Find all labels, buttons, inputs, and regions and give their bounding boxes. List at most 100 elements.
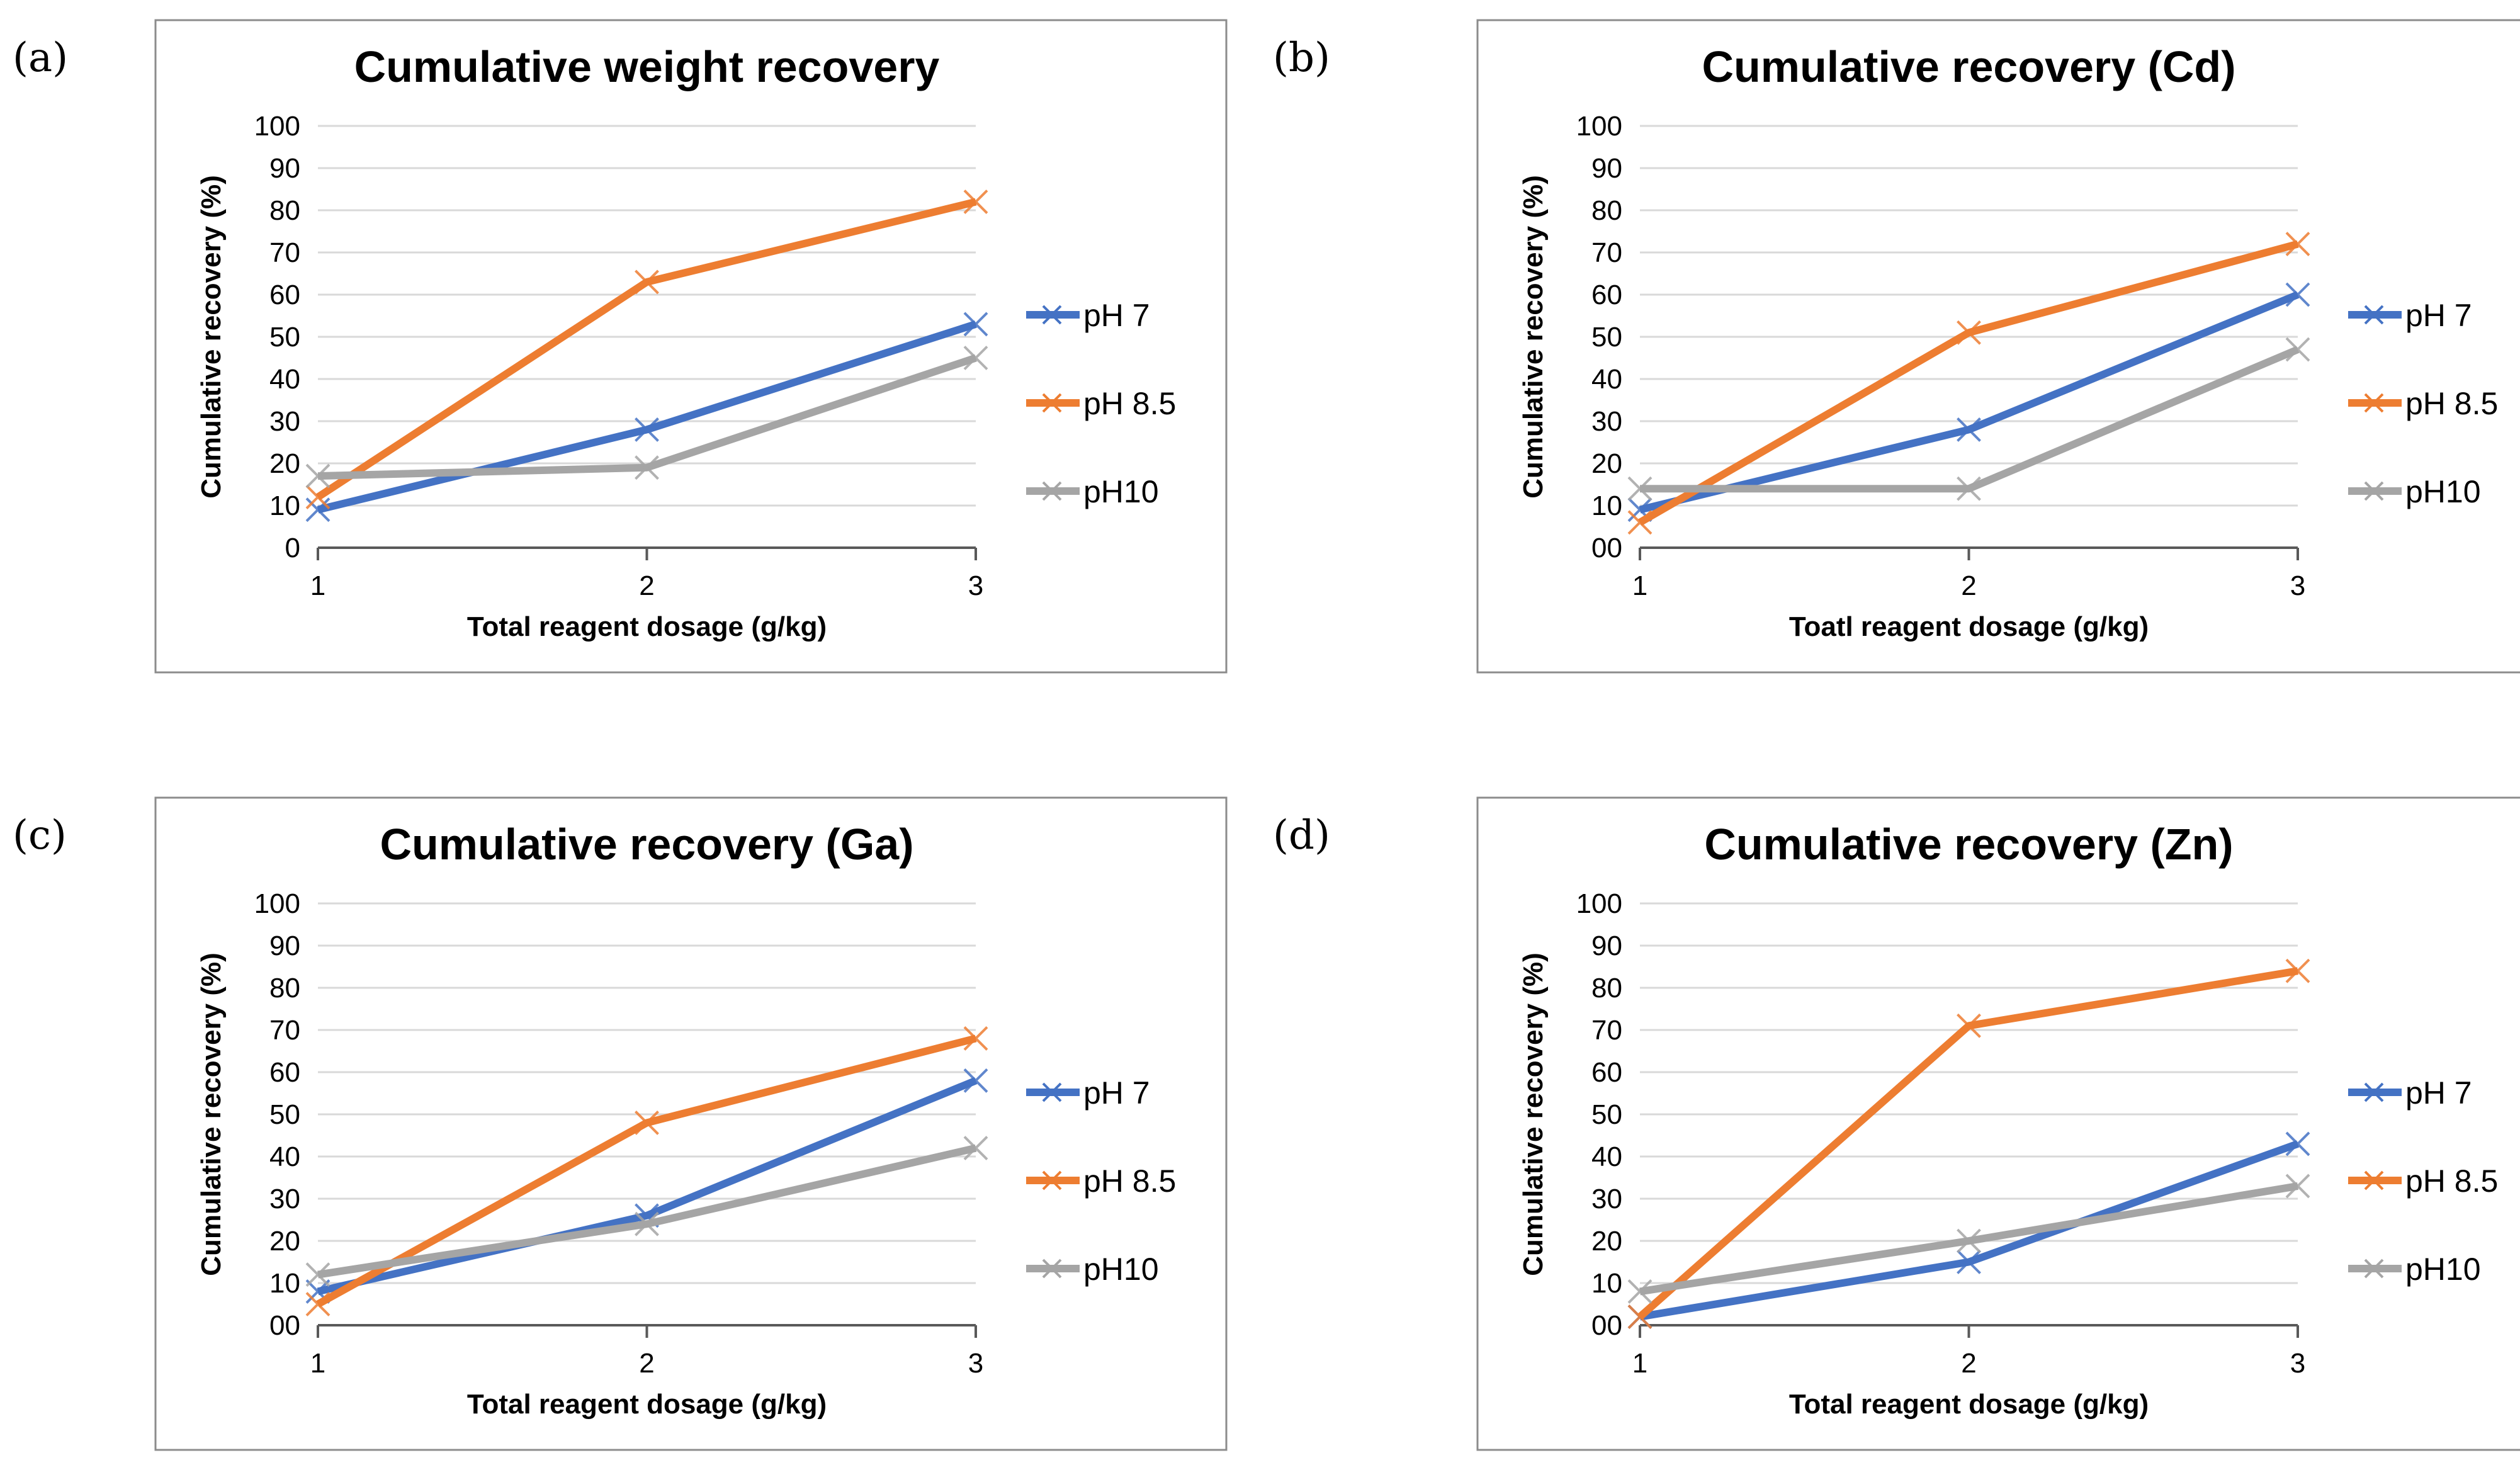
- y-tick-label: 10: [269, 1268, 300, 1299]
- data-point-marker: [1627, 1304, 1653, 1330]
- y-tick-label: 100: [254, 111, 300, 142]
- y-tick-label: 40: [1591, 364, 1622, 395]
- data-point-marker: [305, 1262, 331, 1287]
- y-tick-label: 20: [1591, 1226, 1622, 1257]
- chart-zn-recovery: Cumulative recovery (Zn) 00 10 20 30 40 50 60 70…: [1476, 796, 2520, 1451]
- data-point-marker: [305, 497, 331, 523]
- y-tick-label: 30: [1591, 1184, 1622, 1214]
- y-tick-label: 00: [269, 1310, 300, 1341]
- chart-title: Cumulative recovery (Zn): [1704, 820, 2233, 869]
- x-tick-label: 2: [1961, 570, 1976, 601]
- y-tick-label: 90: [1591, 153, 1622, 184]
- chart-frame: [1476, 19, 2520, 674]
- panel-label-b: (b): [1273, 35, 1330, 81]
- data-point-marker: [1957, 1228, 1981, 1253]
- chart-frame: [1476, 796, 2520, 1451]
- data-point-marker: [635, 417, 659, 442]
- legend-marker: [1042, 1259, 1062, 1279]
- y-axis-label: Cumulative recovery (%): [1518, 175, 1549, 499]
- legend-marker: [2364, 1170, 2384, 1191]
- y-tick-label: 20: [269, 1226, 300, 1257]
- legend-marker: [2364, 305, 2384, 325]
- x-tick-label: 2: [639, 1348, 654, 1379]
- y-tick-label: 70: [269, 1015, 300, 1046]
- x-tick-label: 2: [639, 570, 654, 601]
- data-point-marker: [2285, 282, 2310, 307]
- legend-marker: [2364, 1259, 2384, 1279]
- y-tick-label: 70: [1591, 237, 1622, 268]
- x-axis-label: Total reagent dosage (g/kg): [467, 611, 827, 642]
- x-tick-label: 1: [310, 570, 325, 601]
- data-point-marker: [1957, 320, 1981, 345]
- y-tick-label: 0: [285, 533, 300, 563]
- y-tick-label: 10: [1591, 1268, 1622, 1299]
- x-tick-label: 3: [2290, 1348, 2305, 1379]
- data-point-marker: [635, 455, 659, 480]
- legend-marker: [2364, 393, 2384, 413]
- data-point-marker: [635, 1211, 659, 1236]
- legend-label: pH 7: [2405, 1075, 2472, 1111]
- data-point-marker: [1627, 510, 1653, 535]
- x-tick-label: 2: [1961, 1348, 1976, 1379]
- y-tick-label: 20: [1591, 448, 1622, 479]
- legend-label: pH 8.5: [1083, 1163, 1176, 1199]
- legend-label: pH 8.5: [2405, 1163, 2498, 1199]
- data-point-marker: [2285, 232, 2310, 257]
- legend-label: pH10: [2405, 1252, 2481, 1287]
- y-tick-label: 30: [269, 406, 300, 437]
- data-point-marker: [963, 1068, 988, 1093]
- y-tick-label: 50: [269, 322, 300, 353]
- y-tick-label: 00: [1591, 533, 1622, 563]
- y-tick-label: 40: [269, 1141, 300, 1172]
- x-tick-label: 1: [310, 1348, 325, 1379]
- y-tick-label: 80: [269, 195, 300, 226]
- legend-label: pH 8.5: [2405, 386, 2498, 421]
- data-point-marker: [1627, 476, 1653, 501]
- y-tick-label: 50: [1591, 1099, 1622, 1130]
- data-point-marker: [963, 1136, 988, 1161]
- data-point-marker: [305, 485, 331, 510]
- data-point-marker: [635, 269, 659, 295]
- y-tick-label: 80: [1591, 973, 1622, 1004]
- legend-label: pH10: [1083, 1252, 1159, 1287]
- x-tick-label: 1: [1632, 1348, 1647, 1379]
- data-point-marker: [963, 346, 988, 370]
- y-tick-label: 30: [1591, 406, 1622, 437]
- x-axis-label: Total reagent dosage (g/kg): [467, 1389, 827, 1420]
- legend-label: pH 8.5: [1083, 386, 1176, 421]
- chart-weight-recovery: Cumulative weight recovery 0 10 20 30 40 50 60 7…: [154, 19, 1228, 674]
- chart-title: Cumulative recovery (Cd): [1702, 42, 2235, 91]
- y-tick-label: 40: [1591, 1141, 1622, 1172]
- chart-cd-recovery: Cumulative recovery (Cd) 00 10 20 30 40 50 60 70…: [1476, 19, 2520, 674]
- chart-frame: [154, 19, 1228, 674]
- legend-label: pH10: [2405, 474, 2481, 509]
- panel-label-c: (c): [13, 812, 67, 859]
- legend-label: pH 7: [1083, 298, 1150, 333]
- data-point-marker: [2285, 958, 2310, 983]
- y-tick-label: 90: [269, 930, 300, 961]
- y-tick-label: 50: [1591, 322, 1622, 353]
- x-axis-label: Toatl reagent dosage (g/kg): [1789, 611, 2149, 642]
- y-tick-label: 10: [269, 490, 300, 521]
- y-tick-label: 60: [1591, 280, 1622, 310]
- legend-label: pH10: [1083, 474, 1159, 509]
- legend-marker: [1042, 1082, 1062, 1102]
- legend-marker: [2364, 1082, 2384, 1102]
- data-point-marker: [963, 1026, 988, 1051]
- y-tick-label: 60: [269, 1057, 300, 1088]
- x-axis-label: Total reagent dosage (g/kg): [1789, 1389, 2149, 1420]
- y-tick-label: 90: [1591, 930, 1622, 961]
- data-point-marker: [1627, 1279, 1653, 1304]
- y-tick-label: 10: [1591, 490, 1622, 521]
- y-tick-label: 60: [269, 280, 300, 310]
- legend-label: pH 7: [2405, 298, 2472, 333]
- y-tick-label: 90: [269, 153, 300, 184]
- y-axis-label: Cumulative recovery (%): [196, 953, 227, 1276]
- x-tick-label: 3: [968, 570, 983, 601]
- chart-title: Cumulative weight recovery: [354, 42, 940, 91]
- panel-label-d: (d): [1273, 812, 1330, 859]
- data-point-marker: [1957, 1250, 1981, 1274]
- data-point-marker: [963, 189, 988, 215]
- y-tick-label: 100: [1576, 888, 1622, 919]
- legend-marker: [1042, 305, 1062, 325]
